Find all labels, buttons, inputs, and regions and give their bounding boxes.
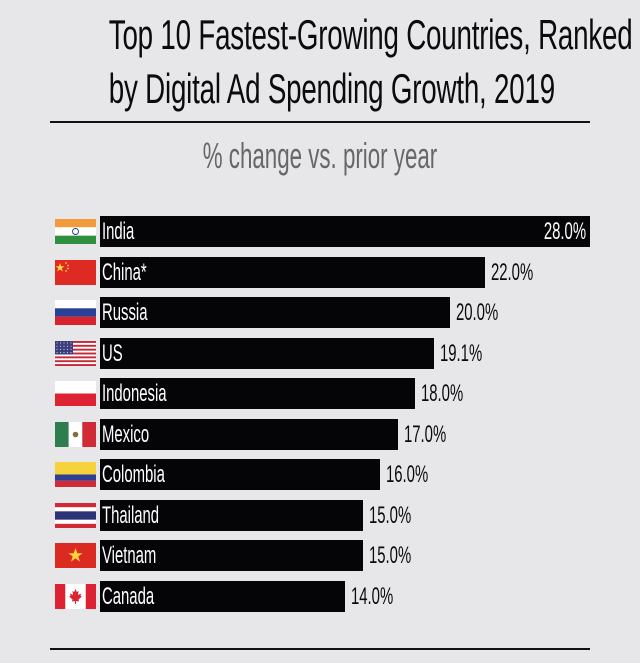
country-label: US bbox=[102, 339, 123, 367]
country-label: Indonesia bbox=[102, 380, 167, 407]
bar bbox=[100, 580, 345, 612]
mexico-flag-icon bbox=[55, 421, 96, 447]
bar-row: Indonesia 18.0% bbox=[0, 378, 640, 409]
country-label: China* bbox=[102, 258, 147, 286]
country-label: Russia bbox=[102, 299, 148, 326]
bar-row: Colombia 16.0% bbox=[0, 459, 640, 490]
value-label: 20.0% bbox=[456, 299, 499, 326]
bar-row: Vietnam 15.0% bbox=[0, 540, 640, 571]
value-label: 15.0% bbox=[369, 542, 412, 569]
bar bbox=[100, 216, 590, 247]
bar-row: China* 22.0% bbox=[0, 256, 640, 288]
title-divider bbox=[50, 121, 590, 123]
country-label: Mexico bbox=[102, 420, 150, 448]
bar bbox=[100, 540, 363, 571]
chart-title-line-1: Top 10 Fastest-Growing Countries, Ranked bbox=[108, 11, 633, 58]
bar-row: India 28.0% bbox=[0, 216, 640, 247]
us-flag-icon bbox=[55, 340, 96, 366]
country-label: Colombia bbox=[102, 461, 165, 488]
bar-row: Canada 14.0% bbox=[0, 580, 640, 612]
bar-row: Thailand 15.0% bbox=[0, 499, 640, 531]
country-label: India bbox=[102, 218, 135, 245]
country-label: Thailand bbox=[102, 501, 160, 529]
bar bbox=[100, 297, 450, 328]
country-label: Vietnam bbox=[102, 542, 157, 569]
bar bbox=[100, 499, 363, 531]
chart-subtitle: % change vs. prior year bbox=[202, 135, 438, 176]
bar-row: Russia 20.0% bbox=[0, 297, 640, 328]
canada-flag-icon bbox=[55, 583, 96, 609]
value-label: 15.0% bbox=[369, 501, 412, 529]
bar bbox=[100, 378, 415, 409]
bar bbox=[100, 459, 380, 490]
bar-row: Mexico 17.0% bbox=[0, 418, 640, 450]
value-label: 19.1% bbox=[440, 339, 483, 367]
vietnam-flag-icon bbox=[55, 543, 96, 568]
country-label: Canada bbox=[102, 582, 155, 610]
bar bbox=[100, 418, 398, 450]
russia-flag-icon bbox=[55, 300, 96, 325]
value-label: 17.0% bbox=[404, 420, 447, 448]
value-label: 14.0% bbox=[351, 582, 394, 610]
value-label: 16.0% bbox=[386, 461, 429, 488]
bar-row: US 19.1% bbox=[0, 337, 640, 369]
value-label: 22.0% bbox=[491, 258, 534, 286]
value-label: 18.0% bbox=[421, 380, 464, 407]
bottom-divider bbox=[50, 648, 590, 650]
thailand-flag-icon bbox=[55, 502, 96, 528]
chart-title-line-2: by Digital Ad Spending Growth, 2019 bbox=[108, 65, 555, 112]
value-label: 28.0% bbox=[543, 218, 586, 245]
colombia-flag-icon bbox=[55, 462, 96, 487]
india-flag-icon bbox=[55, 219, 96, 244]
indonesia-flag-icon bbox=[55, 381, 96, 406]
china-flag-icon bbox=[55, 259, 96, 285]
bar bbox=[100, 337, 434, 369]
bar bbox=[100, 256, 485, 288]
